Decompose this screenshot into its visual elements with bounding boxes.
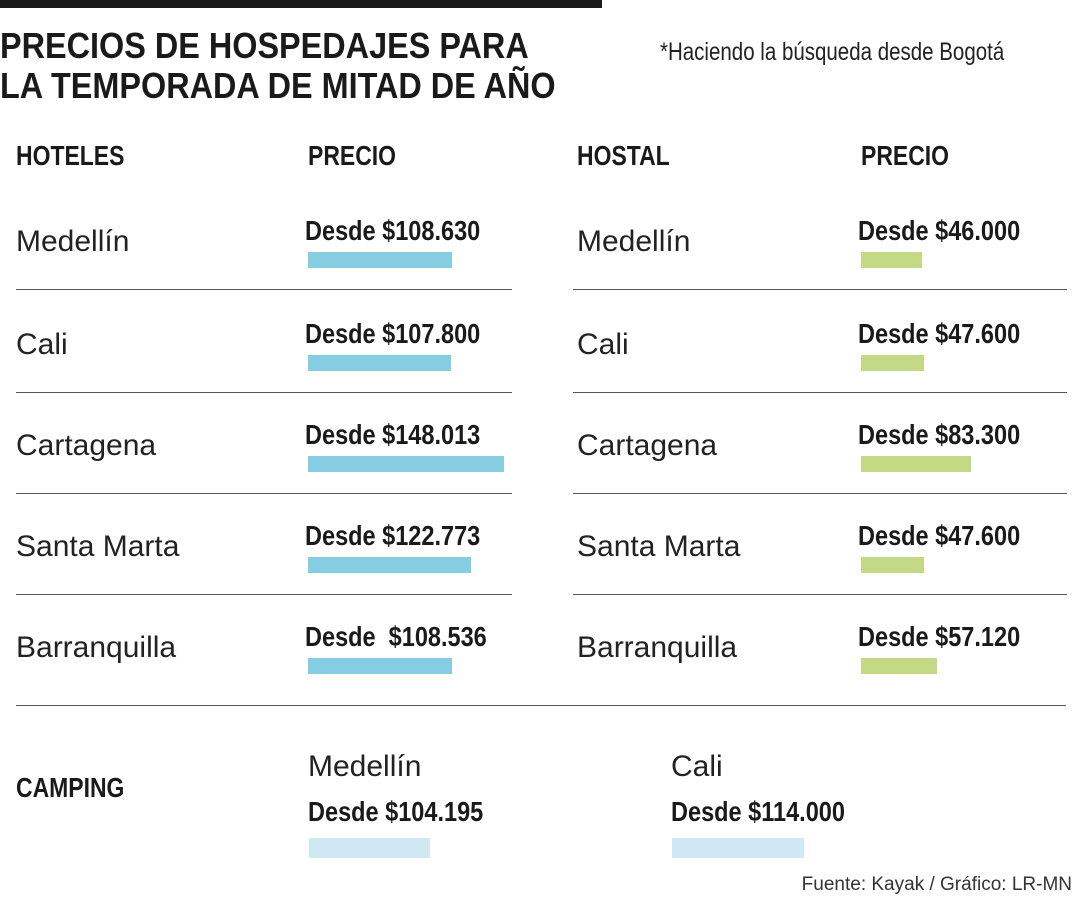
source-credit: Fuente: Kayak / Gráfico: LR-MN xyxy=(801,874,1072,895)
camping-header: CAMPING xyxy=(16,772,125,803)
camping-city: Cali xyxy=(671,750,723,783)
hoteles-row-divider xyxy=(16,493,512,494)
hoteles-price-label: Desde $108.536 xyxy=(305,621,487,652)
chart-title: PRECIOS DE HOSPEDAJES PARA LA TEMPORADA … xyxy=(0,26,576,106)
hostal-city: Santa Marta xyxy=(577,530,741,563)
hostal-row-divider xyxy=(573,594,1067,595)
title-line-1: PRECIOS DE HOSPEDAJES PARA xyxy=(0,25,529,66)
hoteles-price-bar xyxy=(308,252,452,268)
hostal-price-bar xyxy=(861,252,922,268)
camping-price-label: Desde $104.195 xyxy=(308,796,484,827)
hoteles-city: Cali xyxy=(16,328,68,361)
hostal-price-header: PRECIO xyxy=(861,140,950,171)
hostal-row-divider xyxy=(573,493,1067,494)
top-rule xyxy=(0,0,602,8)
hoteles-price-label: Desde $122.773 xyxy=(305,520,481,551)
hoteles-price-bar xyxy=(308,355,451,371)
hoteles-price-label: Desde $148.013 xyxy=(305,419,481,450)
hostal-city: Cartagena xyxy=(577,429,718,462)
hostal-header: HOSTAL xyxy=(577,140,670,171)
camping-price-bar xyxy=(672,838,804,858)
hostal-price-bar xyxy=(861,355,924,371)
hostal-row-divider xyxy=(573,289,1067,290)
hostal-city: Cali xyxy=(577,328,629,361)
hoteles-row-divider xyxy=(16,392,512,393)
hoteles-price-bar xyxy=(308,456,504,472)
hostal-price-bar xyxy=(861,557,924,573)
hoteles-city: Medellín xyxy=(16,225,130,258)
camping-price-bar xyxy=(309,838,430,858)
camping-price-label: Desde $114.000 xyxy=(671,796,845,827)
hoteles-price-header: PRECIO xyxy=(308,140,397,171)
hostal-price-bar xyxy=(861,658,937,674)
hostal-price-label: Desde $83.300 xyxy=(858,419,1021,450)
hoteles-city: Santa Marta xyxy=(16,530,180,563)
hostal-price-label: Desde $47.600 xyxy=(858,318,1021,349)
hostal-price-bar xyxy=(861,456,971,472)
hoteles-row-divider xyxy=(16,289,512,290)
search-note: *Haciendo la búsqueda desde Bogotá xyxy=(660,38,1005,66)
hoteles-price-bar xyxy=(308,557,471,573)
hostal-price-label: Desde $46.000 xyxy=(858,215,1021,246)
hostal-price-label: Desde $47.600 xyxy=(858,520,1021,551)
hostal-price-label: Desde $57.120 xyxy=(858,621,1021,652)
hoteles-row-divider xyxy=(16,594,512,595)
hostal-city: Barranquilla xyxy=(577,631,738,664)
hoteles-price-label: Desde $108.630 xyxy=(305,215,481,246)
hoteles-city: Barranquilla xyxy=(16,631,177,664)
camping-divider xyxy=(16,705,1066,706)
hoteles-city: Cartagena xyxy=(16,429,157,462)
camping-city: Medellín xyxy=(308,750,422,783)
hostal-city: Medellín xyxy=(577,225,691,258)
hoteles-price-bar xyxy=(308,658,452,674)
hoteles-header: HOTELES xyxy=(16,140,125,171)
hoteles-price-label: Desde $107.800 xyxy=(305,318,481,349)
hostal-row-divider xyxy=(573,392,1067,393)
title-line-2: LA TEMPORADA DE MITAD DE AÑO xyxy=(0,65,556,106)
